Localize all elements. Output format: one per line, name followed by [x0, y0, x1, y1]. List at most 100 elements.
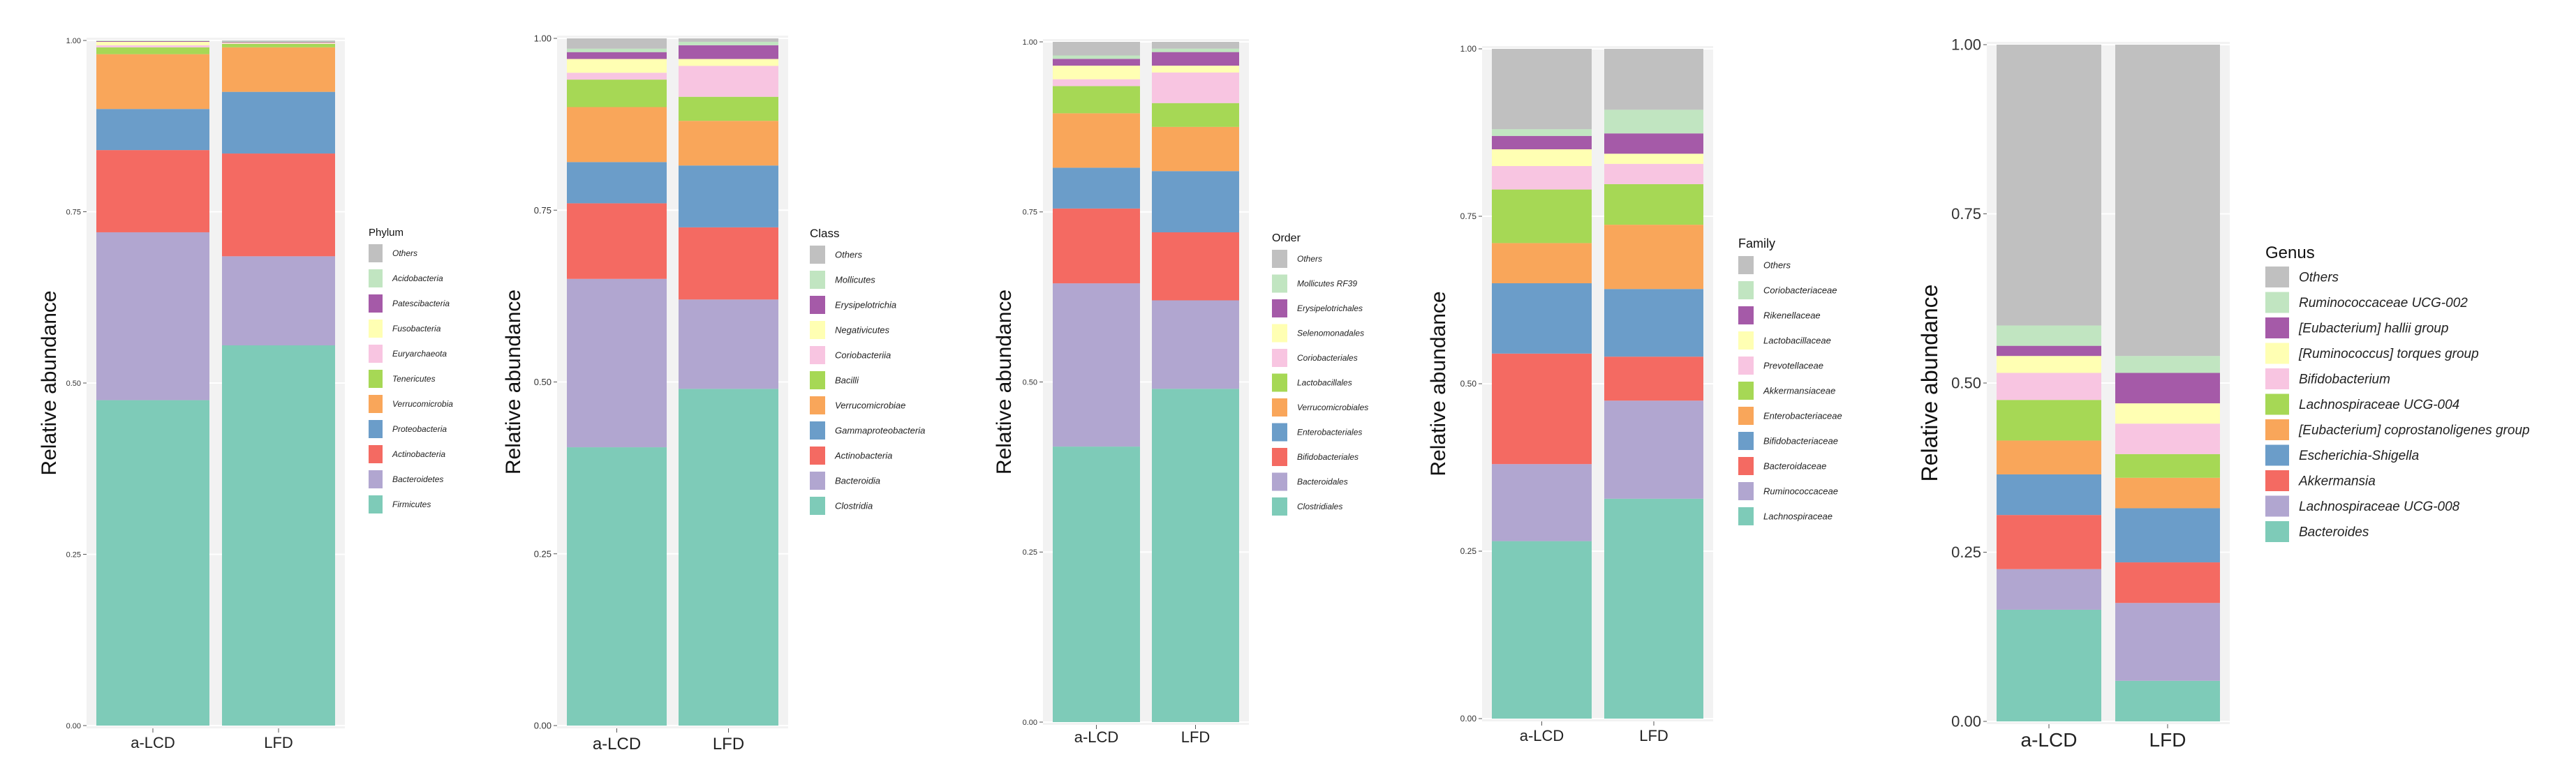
- legend-swatch: [1738, 357, 1754, 375]
- panel-phylum: 0.00 0.25 0.50 0.75 1.00 Relative abundance a-…: [38, 37, 453, 751]
- bar-segment-lfd-erysipelotrichales: [1152, 52, 1239, 66]
- legend-title: Phylum: [369, 227, 404, 239]
- x-tick-label: LFD: [713, 735, 744, 753]
- legend-swatch: [369, 395, 383, 413]
- bar-segment-a-lcd-mollicutes-rf39: [1053, 55, 1140, 59]
- y-tick-label: 1.00: [1460, 44, 1477, 54]
- panel-class: 0.00 0.25 0.50 0.75 1.00 Relative abundance a-…: [502, 33, 925, 753]
- y-tick-label: 0.00: [66, 722, 81, 730]
- legend-swatch: [1738, 331, 1754, 350]
- bar-segment-a-lcd-coriobacteriia: [567, 73, 667, 80]
- legend-swatch: [1272, 398, 1287, 417]
- y-tick-label: 0.00: [1951, 713, 1981, 730]
- panel-family: 0.00 0.25 0.50 0.75 1.00 Relative abundance a-…: [1427, 44, 1842, 744]
- legend-swatch: [810, 371, 825, 389]
- bar-segment-lfd--eubacterium-coprostanoligenes-group: [2115, 477, 2220, 509]
- y-tick-label: 0.00: [1023, 719, 1037, 727]
- legend-label: Negativicutes: [835, 325, 890, 336]
- legend-label: Verrucomicrobiae: [835, 400, 905, 411]
- bar-segment-lfd-bifidobacteriales: [1152, 232, 1239, 301]
- bar-segment-lfd-selenomonadales: [1152, 66, 1239, 73]
- legend-swatch: [2265, 521, 2289, 542]
- bar-segment-lfd-firmicutes: [222, 345, 335, 726]
- legend-swatch: [810, 246, 825, 264]
- bar-segment-a-lcd-fusobacteria: [96, 41, 209, 45]
- y-axis-label: Relative abundance: [1917, 285, 1942, 482]
- legend-label: Selenomonadales: [1297, 329, 1364, 338]
- bar-segment-a-lcd-bacilli: [567, 80, 667, 107]
- bar-segment-a-lcd-bacteroidales: [1053, 283, 1140, 447]
- x-tick-label: LFD: [2149, 729, 2186, 751]
- bar-segment-a-lcd-mollicutes: [567, 48, 667, 52]
- legend-swatch: [2265, 470, 2289, 491]
- bar-segment-lfd-euryarchaeota: [222, 43, 335, 44]
- bar-segment-lfd-verrucomicrobiales: [1152, 126, 1239, 172]
- legend-label: Ruminococcaceae: [1763, 486, 1838, 497]
- y-tick-label: 0.25: [1951, 543, 1981, 561]
- bar-segment-a-lcd-lactobacillales: [1053, 86, 1140, 114]
- bar-segment-a-lcd-lachnospiraceae-ucg-008: [1997, 569, 2101, 610]
- bar-segment-a-lcd-verrucomicrobia: [96, 54, 209, 110]
- bar-segment-lfd-actinobacteria: [679, 227, 778, 300]
- bar-segment-lfd-ruminococcaceae: [1604, 400, 1703, 499]
- legend-label: Acidobacteria: [392, 273, 443, 283]
- legend-label: Lachnospiraceae UCG-008: [2299, 500, 2460, 514]
- y-tick-label: 0.50: [1023, 378, 1037, 387]
- legend-label: Bacteroidetes: [392, 474, 443, 484]
- legend-label: Ruminococcaceae UCG-002: [2299, 296, 2468, 310]
- legend-swatch: [2265, 444, 2289, 466]
- bar-segment-lfd-negativicutes: [679, 59, 778, 66]
- legend-swatch: [1272, 373, 1287, 392]
- y-tick-label: 0.50: [66, 380, 81, 388]
- bar-segment-a-lcd-lachnospiraceae: [1492, 541, 1592, 719]
- legend-swatch: [1272, 448, 1287, 466]
- legend-swatch: [810, 296, 825, 314]
- legend-label: Enterobacteriaceae: [1763, 411, 1842, 421]
- bar-segment-lfd-lactobacillaceae: [1604, 153, 1703, 164]
- bar-segment-lfd-clostridiales: [1152, 389, 1239, 722]
- legend-swatch: [369, 320, 383, 338]
- legend-label: Coriobacteriales: [1297, 353, 1358, 363]
- bar-segment-a-lcd-akkermansia: [1997, 515, 2101, 569]
- legend-swatch: [2265, 419, 2289, 440]
- legend-label: Lactobacillales: [1297, 378, 1352, 388]
- legend-label: Bacteroidaceae: [1763, 461, 1826, 472]
- legend-swatch: [1272, 497, 1287, 516]
- bar-segment-lfd-akkermansiaceae: [1604, 183, 1703, 225]
- legend-label: Akkermansia: [2298, 474, 2376, 489]
- bar-segment-lfd-lachnospiraceae-ucg-008: [2115, 603, 2220, 681]
- panel-order: 0.00 0.25 0.50 0.75 1.00 Relative abundance a-…: [993, 38, 1368, 746]
- bar-segment-a-lcd-patescibacteria: [96, 40, 209, 42]
- bar-segment-lfd-lactobacillales: [1152, 103, 1239, 127]
- bar-segment-a-lcd-bacteroides: [1997, 609, 2101, 721]
- bar-segment-lfd-coriobacteriaceae: [1604, 110, 1703, 134]
- legend-label: Euryarchaeota: [392, 349, 447, 359]
- y-axis-label: Relative abundance: [502, 290, 525, 474]
- legend-label: Gammaproteobacteria: [835, 426, 925, 436]
- legend-label: Bacilli: [835, 375, 859, 386]
- legend-label: Bacteroidia: [835, 476, 880, 486]
- y-tick-label: 0.75: [1951, 205, 1981, 223]
- legend-swatch: [1272, 299, 1287, 317]
- bar-segment-lfd-others: [679, 38, 778, 42]
- legend-label: Lachnospiraceae: [1763, 511, 1833, 522]
- bar-segment-a-lcd-verrucomicrobiae: [567, 107, 667, 163]
- bar-segment-lfd-akkermansia: [2115, 562, 2220, 603]
- legend-label: Mollicutes RF39: [1297, 279, 1357, 289]
- legend-label: Bacteroides: [2299, 525, 2369, 540]
- x-tick-label: a-LCD: [1074, 728, 1119, 746]
- bar-segment-a-lcd-clostridia: [567, 447, 667, 726]
- legend-swatch: [2265, 343, 2289, 364]
- bar-segment-lfd-bacteroidia: [679, 299, 778, 389]
- bar-segment-lfd-bifidobacteriaceae: [1604, 289, 1703, 357]
- bar-segment-a-lcd-ruminococcaceae-ucg-002: [1997, 325, 2101, 346]
- legend-swatch: [1738, 482, 1754, 500]
- bar-segment-lfd-bifidobacterium: [2115, 423, 2220, 454]
- legend-label: Others: [1763, 260, 1791, 271]
- legend-swatch: [1272, 274, 1287, 293]
- bar-segment-a-lcd-tenericutes: [96, 47, 209, 54]
- legend-label: Verrucomicrobia: [392, 399, 453, 409]
- legend-swatch: [2265, 393, 2289, 415]
- legend-swatch: [810, 497, 825, 515]
- legend-title: Class: [810, 227, 840, 240]
